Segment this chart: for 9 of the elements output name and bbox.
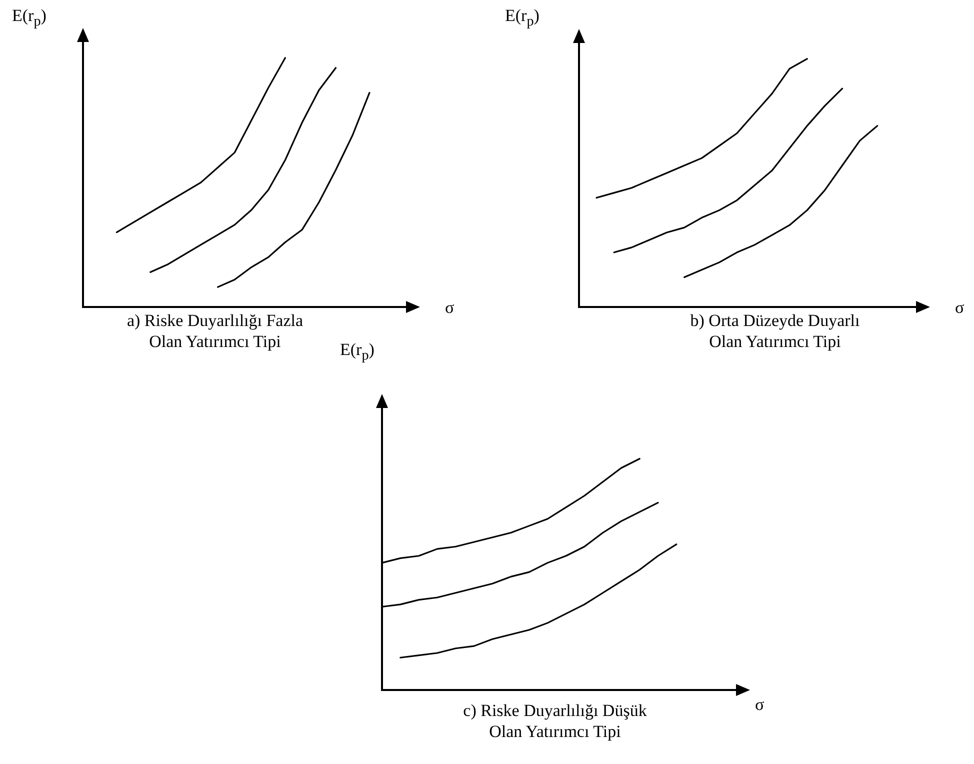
x-axis-title: σ (445, 298, 454, 318)
text: a) Riske Duyarlılığı Fazla Olan Yatırımcı Tipi (126, 310, 304, 352)
x-axis-title: σ (955, 298, 964, 318)
y-axis-title: E(r$_{p}$) (12, 6, 46, 32)
x-axis-title: σ (755, 695, 764, 715)
text: b) Orta Düzeyde Duyarlı Olan Yatırımcı Tipi (689, 310, 861, 352)
text: c) Riske Duyarlılığı Düşük Olan Yatırımcı Tipi (462, 700, 648, 742)
y-axis-title: E(r$_{p}$) (505, 6, 540, 32)
y-axis-title: E(r$_{p}$) (340, 340, 374, 366)
